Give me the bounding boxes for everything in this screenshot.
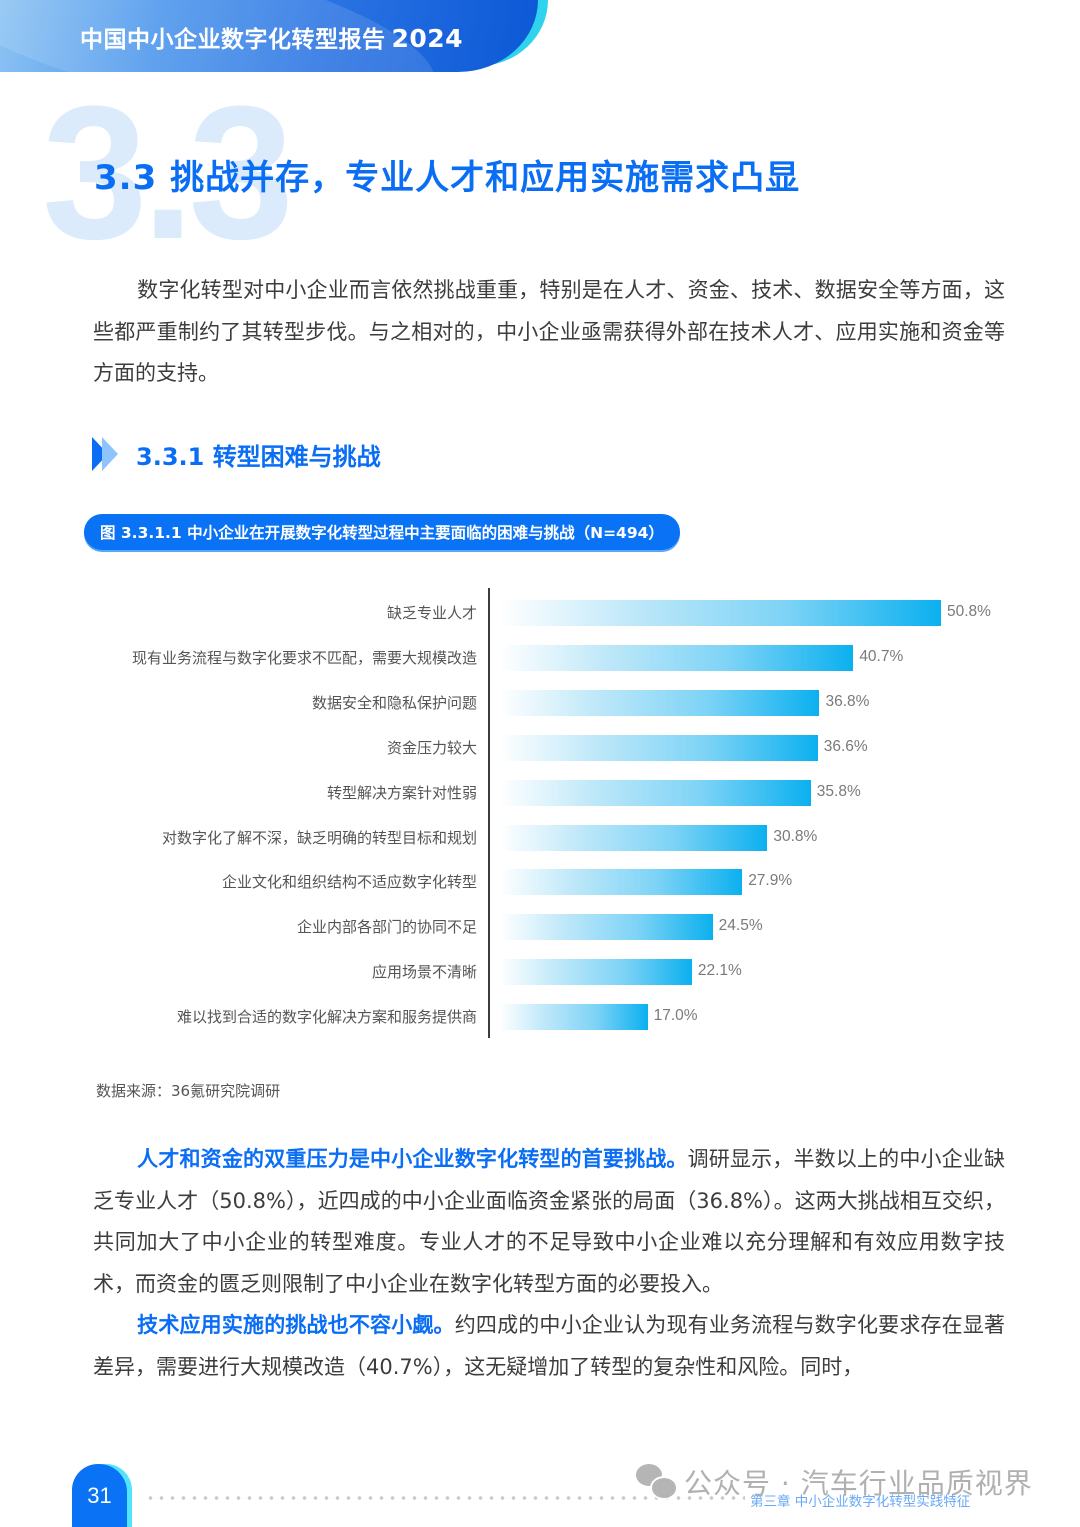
value-label: 50.8%	[947, 603, 991, 620]
report-title-text: 中国中小企业数字化转型报告	[80, 27, 386, 53]
value-label: 35.8%	[816, 782, 861, 800]
value-label: 30.8%	[773, 827, 818, 845]
value-label: 17.0%	[653, 1007, 698, 1025]
bar	[500, 689, 820, 716]
value-label: 36.8%	[825, 692, 870, 710]
chart-row: 数据安全和隐私保护问题 36.8%	[0, 689, 1080, 716]
bar	[500, 869, 743, 896]
bar	[500, 914, 713, 941]
double-chevron-icon	[92, 437, 118, 471]
chart-row: 企业内部各部门的协同不足 24.5%	[0, 914, 1080, 941]
bar	[500, 644, 854, 671]
page-number: 31	[72, 1464, 127, 1527]
paragraph-text: 约四成的中小企业认为现有业务流程与数字化要求存在显著差异，需要进行大规模改造（4…	[93, 1313, 1006, 1379]
category-label: 资金压力较大	[386, 738, 477, 757]
bar	[500, 600, 941, 626]
wechat-watermark: 公众号 · 汽车行业品质视界	[636, 1462, 1033, 1502]
bar-chart: 缺乏专业人才 50.8% 现有业务流程与数字化要求不匹配，需要大规模改造 40.7% 数…	[0, 588, 1080, 1040]
value-label: 27.9%	[748, 872, 793, 890]
report-title: 中国中小企业数字化转型报告 2024	[80, 20, 463, 54]
value-label: 40.7%	[859, 647, 904, 665]
value-label: 24.5%	[718, 917, 763, 935]
wechat-account-name: 公众号 · 汽车行业品质视界	[684, 1467, 1033, 1500]
category-label: 现有业务流程与数字化要求不匹配，需要大规模改造	[131, 648, 477, 667]
page-number-tab: 31	[72, 1464, 132, 1527]
intro-text: 数字化转型对中小企业而言依然挑战重重，特别是在人才、资金、技术、数据安全等方面，…	[93, 278, 1005, 385]
chart-row: 应用场景不清晰 22.1%	[0, 959, 1080, 986]
category-label: 难以找到合适的数字化解决方案和服务提供商	[176, 1008, 477, 1027]
y-axis-line	[488, 588, 490, 1038]
dotted-divider	[145, 1496, 745, 1500]
highlight-text: 技术应用实施的挑战也不容小觑。	[137, 1313, 455, 1337]
body-paragraph-2: 技术应用实施的挑战也不容小觑。约四成的中小企业认为现有业务流程与数字化要求存在显…	[93, 1305, 1005, 1388]
subsection-heading: 3.3.1 转型困难与挑战	[92, 436, 381, 472]
report-year: 2024	[391, 24, 464, 53]
bar	[500, 824, 768, 851]
subsection-title: 3.3.1 转型困难与挑战	[136, 442, 381, 471]
banner-background	[0, 0, 538, 72]
chart-row: 难以找到合适的数字化解决方案和服务提供商 17.0%	[0, 1004, 1080, 1031]
category-label: 企业文化和组织结构不适应数字化转型	[221, 873, 477, 892]
highlight-text: 人才和资金的双重压力是中小企业数字化转型的首要挑战。	[137, 1147, 688, 1171]
chart-row: 企业文化和组织结构不适应数字化转型 27.9%	[0, 869, 1080, 896]
category-label: 应用场景不清晰	[371, 963, 477, 982]
header-banner: 中国中小企业数字化转型报告 2024	[0, 0, 548, 72]
value-label: 22.1%	[697, 962, 742, 980]
category-label: 对数字化了解不深，缺乏明确的转型目标和规划	[161, 828, 477, 847]
category-label: 数据安全和隐私保护问题	[311, 693, 477, 712]
category-label: 企业内部各部门的协同不足	[296, 918, 477, 937]
chat-bubble	[650, 1476, 678, 1500]
section-number-watermark: 3.3	[42, 67, 294, 279]
category-label: 转型解决方案针对性弱	[326, 783, 477, 802]
chevron-light	[102, 437, 118, 471]
chart-row: 缺乏专业人才 50.8%	[0, 600, 1080, 626]
intro-paragraph: 数字化转型对中小企业而言依然挑战重重，特别是在人才、资金、技术、数据安全等方面，…	[93, 270, 1005, 395]
category-label: 缺乏专业人才	[386, 604, 477, 622]
wechat-icon	[636, 1462, 678, 1502]
bar	[500, 779, 811, 806]
bar	[500, 959, 692, 986]
data-source: 数据来源：36氪研究院调研	[96, 1082, 281, 1100]
chart-row: 对数字化了解不深，缺乏明确的转型目标和规划 30.8%	[0, 824, 1080, 851]
bar	[500, 734, 818, 761]
body-paragraph-1: 人才和资金的双重压力是中小企业数字化转型的首要挑战。调研显示，半数以上的中小企业…	[93, 1139, 1005, 1305]
section-title: 3.3 挑战并存，专业人才和应用实施需求凸显	[94, 158, 801, 198]
chart-row: 转型解决方案针对性弱 35.8%	[0, 779, 1080, 806]
chart-row: 现有业务流程与数字化要求不匹配，需要大规模改造 40.7%	[0, 644, 1080, 671]
chart-row: 资金压力较大 36.6%	[0, 734, 1080, 761]
chapter-label: 第三章 中小企业数字化转型实践特征	[750, 1494, 971, 1510]
figure-caption: 图 3.3.1.1 中小企业在开展数字化转型过程中主要面临的困难与挑战（N=49…	[84, 514, 680, 550]
value-label: 36.6%	[823, 737, 868, 755]
bar	[500, 1004, 648, 1031]
paragraph-text: 调研显示，半数以上的中小企业缺乏专业人才（50.8%），近四成的中小企业面临资金…	[93, 1147, 1005, 1296]
